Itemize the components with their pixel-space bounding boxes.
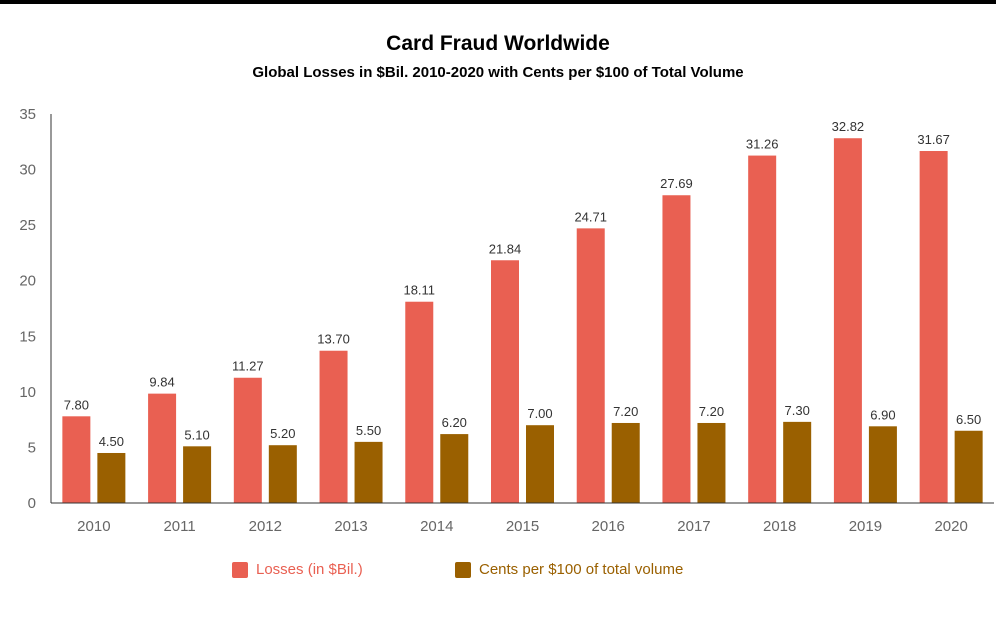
bar-cents[interactable] (783, 421, 812, 503)
legend-swatch-losses (232, 561, 248, 578)
legend-label-losses: Losses (in $Bil.) (256, 561, 363, 578)
bar-losses[interactable] (833, 138, 862, 504)
bar-cents[interactable] (183, 446, 212, 503)
bar-losses[interactable] (62, 416, 91, 503)
x-tick-label: 2016 (592, 518, 625, 535)
data-label-losses: 31.67 (917, 132, 950, 147)
data-label-cents: 5.50 (356, 423, 381, 438)
y-tick-label: 0 (28, 495, 36, 512)
data-label-losses: 31.26 (746, 137, 779, 152)
x-tick-label: 2010 (77, 518, 110, 535)
bar-cents[interactable] (354, 441, 383, 503)
legend: Losses (in $Bil.) Cents per $100 of tota… (0, 561, 996, 585)
data-label-cents: 6.90 (870, 407, 895, 422)
x-tick-label: 2019 (849, 518, 882, 535)
data-label-losses: 13.70 (317, 332, 350, 347)
bar-losses[interactable] (748, 155, 777, 503)
bar-losses[interactable] (576, 228, 605, 503)
legend-swatch-cents (455, 561, 471, 578)
y-tick-label: 20 (19, 273, 36, 290)
bar-cents[interactable] (954, 430, 983, 503)
data-label-cents: 4.50 (99, 434, 124, 449)
data-label-cents: 6.50 (956, 412, 981, 427)
bar-cents[interactable] (697, 422, 726, 503)
data-label-cents: 7.00 (527, 406, 552, 421)
x-tick-label: 2012 (249, 518, 282, 535)
y-tick-label: 35 (19, 106, 36, 123)
data-label-cents: 7.20 (613, 404, 638, 419)
data-label-losses: 11.27 (232, 359, 264, 374)
x-tick-label: 2020 (934, 518, 967, 535)
data-label-cents: 5.10 (184, 427, 209, 442)
y-tick-label: 15 (19, 328, 36, 345)
bar-losses[interactable] (148, 393, 177, 503)
x-tick-label: 2013 (334, 518, 367, 535)
chart-title: Card Fraud Worldwide (386, 32, 610, 55)
legend-item-losses[interactable]: Losses (in $Bil.) (232, 561, 363, 578)
x-tick-label: 2014 (420, 518, 453, 535)
y-tick-label: 30 (19, 162, 36, 179)
bar-cents[interactable] (268, 445, 297, 503)
bar-cents[interactable] (868, 426, 897, 503)
data-label-losses: 32.82 (832, 119, 865, 134)
y-tick-label: 10 (19, 384, 36, 401)
y-tick-label: 25 (19, 217, 36, 234)
y-tick-label: 5 (28, 439, 36, 456)
bar-losses[interactable] (405, 301, 434, 503)
bar-cents[interactable] (526, 425, 554, 503)
x-tick-label: 2015 (506, 518, 539, 535)
bar-losses[interactable] (319, 350, 348, 503)
top-border (0, 0, 996, 4)
bar-cents[interactable] (440, 434, 469, 503)
chart-subtitle: Global Losses in $Bil. 2010-2020 with Ce… (252, 64, 744, 81)
x-tick-label: 2018 (763, 518, 796, 535)
data-label-losses: 7.80 (64, 397, 89, 412)
data-label-losses: 27.69 (660, 176, 693, 191)
bar-cents[interactable] (611, 422, 640, 503)
data-label-losses: 9.84 (149, 375, 174, 390)
x-tick-label: 2011 (163, 518, 195, 535)
bar-losses[interactable] (233, 377, 262, 503)
data-label-losses: 21.84 (489, 241, 522, 256)
legend-item-cents[interactable]: Cents per $100 of total volume (455, 561, 683, 578)
bar-cents[interactable] (97, 452, 126, 503)
data-label-cents: 7.30 (785, 403, 810, 418)
bar-losses[interactable] (662, 195, 691, 503)
legend-label-cents: Cents per $100 of total volume (479, 561, 684, 578)
data-label-cents: 6.20 (442, 415, 467, 430)
data-label-losses: 18.11 (403, 283, 435, 298)
x-tick-label: 2017 (677, 518, 710, 535)
bar-losses[interactable] (919, 151, 948, 504)
data-label-cents: 7.20 (699, 404, 724, 419)
data-label-losses: 24.71 (574, 209, 607, 224)
bar-losses[interactable] (491, 260, 519, 503)
data-label-cents: 5.20 (270, 426, 295, 441)
